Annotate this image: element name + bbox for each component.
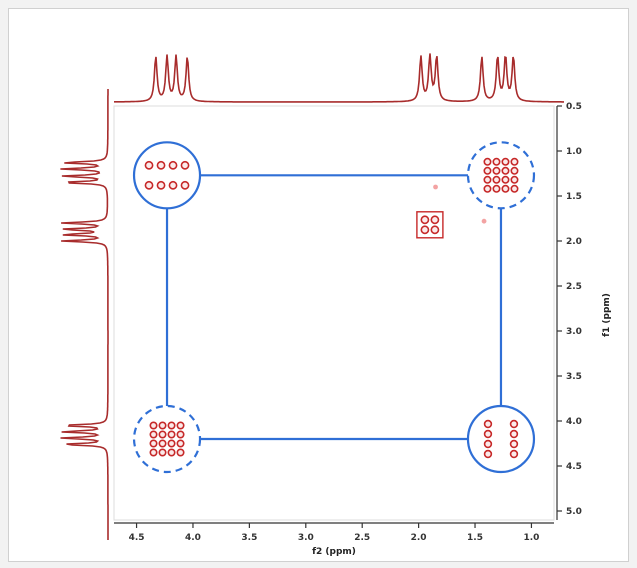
cross-peak-contour xyxy=(156,160,166,170)
cross-peak-contour xyxy=(509,439,519,449)
cross-peak-contour xyxy=(144,160,154,170)
cross-peak-contour xyxy=(501,175,510,184)
cross-peak-contour xyxy=(483,157,492,166)
cross-peak-contour xyxy=(176,421,185,430)
y-tick-label: 4.0 xyxy=(566,417,582,427)
cross-peak-contour xyxy=(510,157,519,166)
x-tick-label: 1.0 xyxy=(523,533,539,543)
cross-peak-contour xyxy=(510,175,519,184)
cross-peak-contour xyxy=(167,439,176,448)
cross-peak-contour xyxy=(180,160,190,170)
cross-peak-contour xyxy=(167,448,176,457)
cross-peak-contour xyxy=(501,166,510,175)
cross-peak-contour xyxy=(149,439,158,448)
cross-peak-contour xyxy=(492,184,501,193)
cross-peak-contour xyxy=(420,215,430,225)
cross-peak-contour xyxy=(510,166,519,175)
cross-peak-contour xyxy=(176,430,185,439)
y-tick-label: 0.5 xyxy=(566,102,582,112)
x-axis: 4.5 4.0 3.5 3.0 2.5 2.0 1.5 1.0 xyxy=(114,522,554,543)
cross-peak-contour xyxy=(149,421,158,430)
dashed-peak-circle xyxy=(466,141,536,210)
y-tick-label: 5.0 xyxy=(566,507,582,517)
y-tick-label: 1.5 xyxy=(566,192,582,202)
cross-peak-contour xyxy=(176,439,185,448)
cross-peak-contour xyxy=(168,160,178,170)
cross-peak-contour xyxy=(510,184,519,193)
y-axis: 0.5 1.0 1.5 2.0 2.5 3.0 3.5 4.0 4.5 5.0 xyxy=(556,102,582,520)
cross-peak-contour xyxy=(509,419,519,429)
cross-peak-contour xyxy=(483,166,492,175)
solid-peak-circle xyxy=(466,404,536,474)
y-axis-label: f1 (ppm) xyxy=(602,293,612,337)
cross-peak-contour xyxy=(149,430,158,439)
y-tick-label: 1.0 xyxy=(566,147,582,157)
cross-peak-contour xyxy=(492,157,501,166)
cross-peak-contour xyxy=(168,180,178,190)
f1-projection-spectrum xyxy=(60,89,109,540)
cross-peak-contour xyxy=(483,184,492,193)
cross-peak-contour xyxy=(420,225,430,235)
x-tick-label: 2.0 xyxy=(411,533,427,543)
cross-peak-contour xyxy=(158,439,167,448)
cross-peak-contour xyxy=(492,175,501,184)
cross-peak-contour xyxy=(180,180,190,190)
cross-peak-contour xyxy=(416,211,444,239)
cross-peak-contour xyxy=(158,448,167,457)
y-tick-label: 2.0 xyxy=(566,237,582,247)
x-tick-label: 3.0 xyxy=(298,533,314,543)
x-tick-label: 1.5 xyxy=(467,533,483,543)
y-tick-label: 4.5 xyxy=(566,462,582,472)
cross-peak-contour xyxy=(176,448,185,457)
nmr-cosy-chart: 4.5 4.0 3.5 3.0 2.5 2.0 1.5 1.0 0.5 1.0 1.5 2.0 2.5… xyxy=(60,53,612,557)
cross-peak-contour xyxy=(509,449,519,459)
cross-peak-contour xyxy=(167,430,176,439)
x-tick-label: 2.5 xyxy=(354,533,370,543)
cross-peak-contour xyxy=(501,157,510,166)
peak-circles xyxy=(132,141,536,474)
cross-peak-contour xyxy=(483,429,493,439)
cross-peak-contour xyxy=(430,215,440,225)
cross-peak-contour xyxy=(149,448,158,457)
cross-peak-contour xyxy=(158,430,167,439)
y-tick-label: 2.5 xyxy=(566,282,582,292)
cross-peak-contour xyxy=(167,421,176,430)
dashed-peak-circle xyxy=(132,404,202,474)
cross-peak-contour xyxy=(430,225,440,235)
x-tick-label: 3.5 xyxy=(241,533,257,543)
x-axis-label: f2 (ppm) xyxy=(312,547,356,557)
cross-peaks xyxy=(144,157,519,459)
y-tick-label: 3.5 xyxy=(566,372,582,382)
cross-peak-contour xyxy=(492,166,501,175)
y-tick-label: 3.0 xyxy=(566,327,582,337)
figure-frame: 4.5 4.0 3.5 3.0 2.5 2.0 1.5 1.0 0.5 1.0 1.5 2.0 2.5… xyxy=(8,8,629,562)
solid-peak-circle xyxy=(132,141,202,210)
x-tick-label: 4.0 xyxy=(185,533,201,543)
cross-peak-contour xyxy=(483,449,493,459)
x-tick-label: 4.5 xyxy=(129,533,145,543)
f2-projection-spectrum xyxy=(114,53,564,103)
cross-peak-contour xyxy=(483,439,493,449)
cross-peak-contour xyxy=(158,421,167,430)
minor-peak xyxy=(481,218,487,224)
minor-peak xyxy=(433,184,438,190)
cross-peak-contour xyxy=(483,175,492,184)
connector-lines xyxy=(165,174,503,441)
cross-peak-contour xyxy=(501,184,510,193)
cross-peak-contour xyxy=(483,419,493,429)
cross-peak-contour xyxy=(509,429,519,439)
cross-peak-contour xyxy=(144,180,154,190)
cross-peak-contour xyxy=(156,180,166,190)
